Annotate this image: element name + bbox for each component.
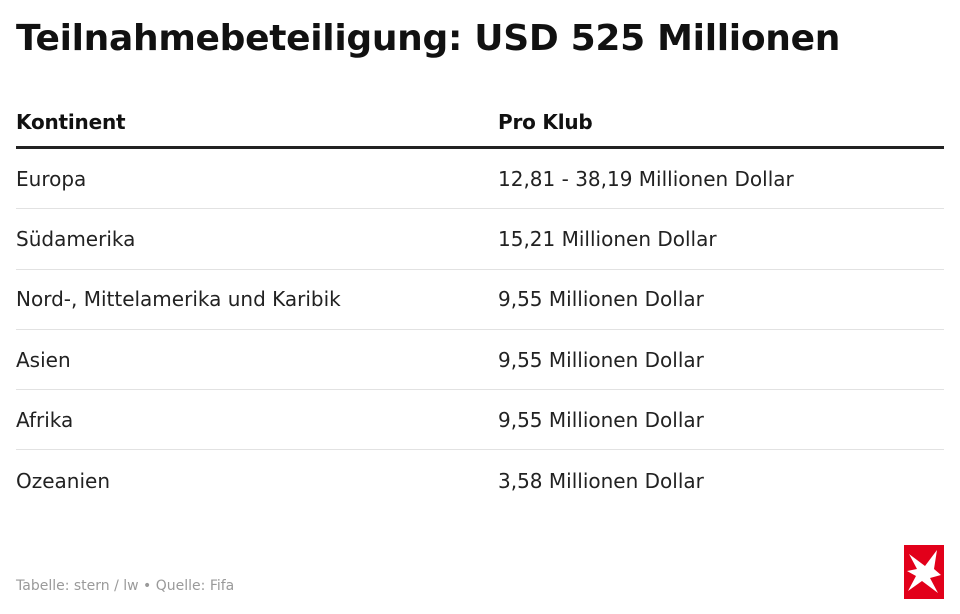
cell-continent: Asien — [16, 347, 71, 372]
cell-continent: Ozeanien — [16, 468, 111, 493]
cell-continent: Afrika — [16, 407, 74, 432]
table-header: Kontinent Pro Klub — [16, 98, 944, 149]
data-table: Kontinent Pro Klub Europa 12,81 - 38,19 … — [16, 98, 944, 511]
table-row: Ozeanien 3,58 Millionen Dollar — [16, 450, 944, 510]
cell-continent: Südamerika — [16, 226, 136, 251]
column-header-per-club: Pro Klub — [498, 110, 593, 134]
column-header-continent: Kontinent — [16, 110, 126, 134]
stern-star-logo-icon — [904, 545, 944, 599]
table-row: Europa 12,81 - 38,19 Millionen Dollar — [16, 149, 944, 210]
cell-continent: Nord-, Mittelamerika und Karibik — [16, 287, 341, 312]
table-row: Südamerika 15,21 Millionen Dollar — [16, 209, 944, 270]
cell-per-club: 9,55 Millionen Dollar — [498, 287, 704, 312]
table-row: Nord-, Mittelamerika und Karibik 9,55 Mi… — [16, 270, 944, 330]
table-body: Europa 12,81 - 38,19 Millionen Dollar Sü… — [16, 149, 944, 511]
page-title: Teilnahmebeteiligung: USD 525 Millionen — [16, 18, 841, 59]
cell-per-club: 3,58 Millionen Dollar — [498, 468, 704, 493]
table-row: Asien 9,55 Millionen Dollar — [16, 330, 944, 391]
cell-per-club: 9,55 Millionen Dollar — [498, 407, 704, 432]
cell-per-club: 15,21 Millionen Dollar — [498, 226, 717, 251]
table-row: Afrika 9,55 Millionen Dollar — [16, 390, 944, 451]
cell-per-club: 9,55 Millionen Dollar — [498, 347, 704, 372]
cell-per-club: 12,81 - 38,19 Millionen Dollar — [498, 166, 794, 191]
source-credit: Tabelle: stern / lw • Quelle: Fifa — [16, 578, 235, 594]
cell-continent: Europa — [16, 166, 87, 191]
